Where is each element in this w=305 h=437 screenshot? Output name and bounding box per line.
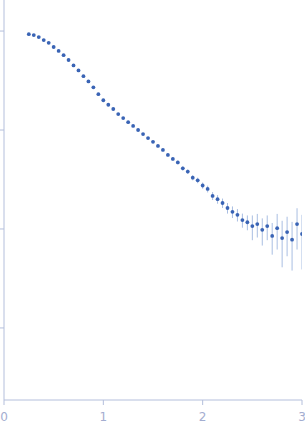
data-point [42, 38, 46, 42]
x-tick [103, 400, 104, 405]
data-point [295, 222, 299, 226]
data-point [111, 107, 115, 111]
data-point [226, 206, 230, 210]
data-point [52, 45, 56, 49]
data-point [211, 194, 215, 198]
error-bar [287, 217, 288, 257]
error-bar [292, 222, 293, 271]
x-tick-label: 0 [0, 410, 8, 424]
data-point [87, 79, 91, 83]
data-point [161, 148, 165, 152]
y-tick [0, 228, 4, 229]
y-axis-line [4, 0, 5, 400]
error-bar [282, 221, 283, 268]
data-point [62, 53, 66, 57]
data-point [216, 197, 220, 201]
y-tick [0, 130, 4, 131]
data-point [196, 178, 200, 182]
x-tick [4, 400, 5, 405]
data-point [116, 112, 120, 116]
y-tick [0, 327, 4, 328]
data-point [231, 210, 235, 214]
data-point [206, 187, 210, 191]
data-point [37, 35, 41, 39]
data-point [106, 103, 110, 107]
data-point [121, 116, 125, 120]
error-bars [29, 34, 302, 271]
data-point [201, 184, 205, 188]
data-point [96, 92, 100, 96]
data-point [72, 63, 76, 67]
data-point [171, 157, 175, 161]
data-point [191, 176, 195, 180]
data-point [156, 144, 160, 148]
x-tick-label: 3 [298, 410, 305, 424]
data-point [131, 124, 135, 128]
data-point [92, 85, 96, 89]
data-point [126, 120, 130, 124]
data-point [82, 74, 86, 78]
error-bar [297, 208, 298, 249]
data-point [32, 33, 36, 37]
error-bar [302, 215, 303, 270]
plot-area [27, 32, 302, 270]
data-point [67, 58, 71, 62]
data-point [300, 232, 302, 236]
data-point [27, 32, 31, 36]
x-tick-label: 1 [100, 410, 108, 424]
y-tick [0, 31, 4, 32]
data-point [151, 140, 155, 144]
data-point [290, 238, 294, 242]
data-point [101, 98, 105, 102]
data-point [221, 201, 225, 205]
data-point [136, 128, 140, 132]
data-point [186, 170, 190, 174]
error-bar [272, 223, 273, 255]
data-point [241, 218, 245, 222]
data-point [255, 222, 259, 226]
data-point [265, 224, 269, 228]
data-point [77, 69, 81, 73]
data-point [166, 153, 170, 157]
x-tick [302, 400, 303, 405]
data-point [176, 161, 180, 165]
data-point [181, 166, 185, 170]
data-point [47, 41, 51, 45]
data-point [57, 49, 61, 53]
data-point [275, 226, 279, 230]
data-point [250, 224, 254, 228]
data-point [285, 230, 289, 234]
x-tick [202, 400, 203, 405]
data-point [280, 236, 284, 240]
chart: 0 1 2 3 [0, 0, 305, 437]
error-bar [277, 214, 278, 250]
x-axis-line [4, 400, 302, 401]
data-point [245, 220, 249, 224]
data-point [270, 234, 274, 238]
error-bar [262, 218, 263, 245]
points [27, 32, 302, 241]
data-point [260, 228, 264, 232]
data-point [146, 136, 150, 140]
x-tick-label: 2 [199, 410, 207, 424]
data-point [236, 213, 240, 217]
data-point [141, 132, 145, 136]
